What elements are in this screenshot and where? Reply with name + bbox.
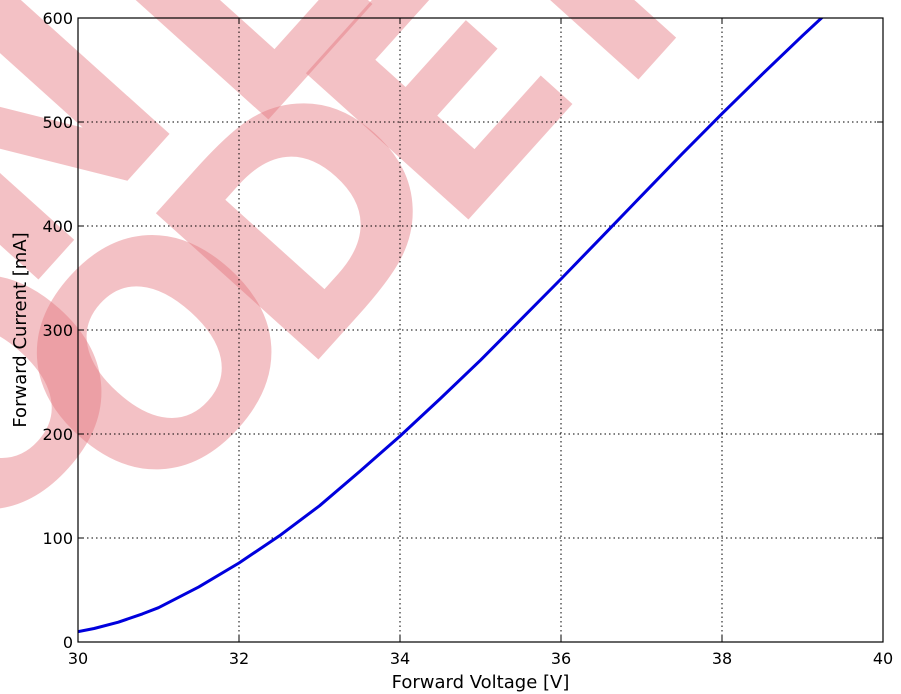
y-tick-label: 100 xyxy=(42,529,73,548)
x-tick-label: 38 xyxy=(712,649,732,668)
y-axis-title: Forward Current [mA] xyxy=(10,232,31,427)
y-tick-label: 400 xyxy=(42,217,73,236)
x-tick-label: 32 xyxy=(229,649,249,668)
series-line xyxy=(78,18,824,634)
y-tick-label: 600 xyxy=(42,9,73,28)
grid xyxy=(78,18,883,642)
x-tick-label: 34 xyxy=(390,649,410,668)
y-tick-label: 500 xyxy=(42,113,73,132)
watermark: NLOOODER xyxy=(0,0,827,608)
y-tick-label: 200 xyxy=(42,425,73,444)
series-layer xyxy=(78,18,824,634)
x-tick-label: 40 xyxy=(873,649,893,668)
x-tick-label: 30 xyxy=(68,649,88,668)
x-tick-label: 36 xyxy=(551,649,571,668)
x-axis-title: Forward Voltage [V] xyxy=(392,672,570,693)
y-tick-label: 300 xyxy=(42,321,73,340)
y-tick-label: 0 xyxy=(63,633,73,652)
